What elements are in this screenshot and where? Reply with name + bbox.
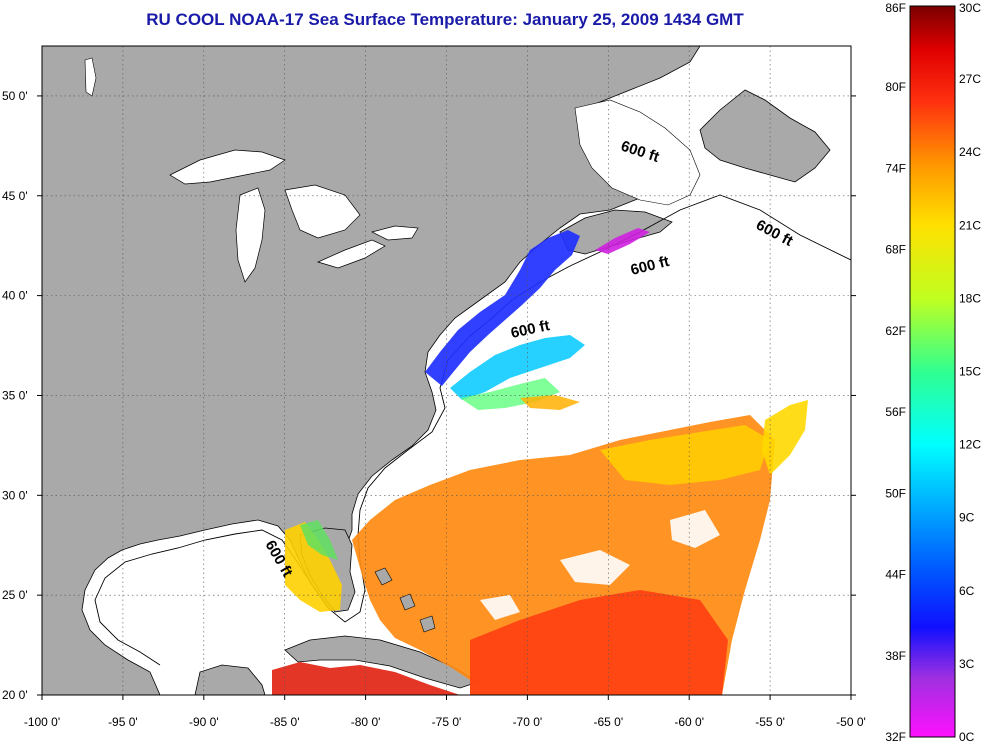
land-north-america	[42, 46, 701, 695]
land-nova-scotia	[559, 209, 673, 255]
lat-tick-label: 45 0'	[2, 189, 28, 203]
lat-tick-label: 40 0'	[2, 289, 28, 303]
lake-superior	[169, 149, 286, 185]
sst-yellow-ne	[762, 400, 808, 475]
lat-tick-label: 50 0'	[2, 89, 28, 103]
lat-tick-label: 20 0'	[2, 688, 28, 702]
lon-tick-label: -60 0'	[674, 715, 704, 729]
lon-tick-label: -100 0'	[24, 715, 60, 729]
land-yucatan	[194, 664, 266, 695]
grid-lines	[42, 46, 851, 695]
gulf-st-lawrence	[574, 99, 701, 206]
lon-tick-label: -65 0'	[593, 715, 623, 729]
sst-gulf-green	[300, 520, 338, 560]
lon-tick-label: -50 0'	[836, 715, 866, 729]
sst-warm-patch	[520, 395, 580, 410]
lat-tick-label: 25 0'	[2, 588, 28, 602]
lon-tick-label: -90 0'	[189, 715, 219, 729]
lat-tick-label: 30 0'	[2, 488, 28, 502]
land-newfoundland	[699, 89, 831, 183]
sst-red-south	[470, 590, 728, 695]
sst-magenta	[595, 228, 650, 254]
map-title: RU COOL NOAA-17 Sea Surface Temperature:…	[146, 10, 744, 29]
lon-tick-label: -95 0'	[108, 715, 138, 729]
cloud-gap	[560, 550, 630, 585]
lake-winnipeg	[84, 57, 97, 97]
sst-caribbean	[272, 662, 460, 695]
lake-huron	[284, 184, 361, 239]
land-cuba	[284, 635, 479, 689]
lon-tick-label: -80 0'	[351, 715, 381, 729]
cloud-gap	[670, 510, 720, 548]
lon-tick-label: -55 0'	[755, 715, 785, 729]
lake-ontario	[371, 225, 419, 241]
sst-gulf-mexico	[285, 522, 342, 612]
cloud-gap	[480, 595, 520, 620]
sst-cold-shelf	[425, 230, 580, 386]
sst-yellow-north	[600, 425, 770, 485]
axis-ticks: -100 0' -95 0' -90 0' -85 0' -80 0' -75 0' -70…	[2, 89, 866, 729]
lake-michigan	[235, 187, 266, 283]
lon-tick-label: -75 0'	[432, 715, 462, 729]
sst-shelf-cyan	[450, 335, 585, 400]
lat-tick-label: 35 0'	[2, 388, 28, 402]
lake-erie	[316, 239, 386, 269]
lon-tick-label: -85 0'	[270, 715, 300, 729]
lon-tick-label: -70 0'	[513, 715, 543, 729]
